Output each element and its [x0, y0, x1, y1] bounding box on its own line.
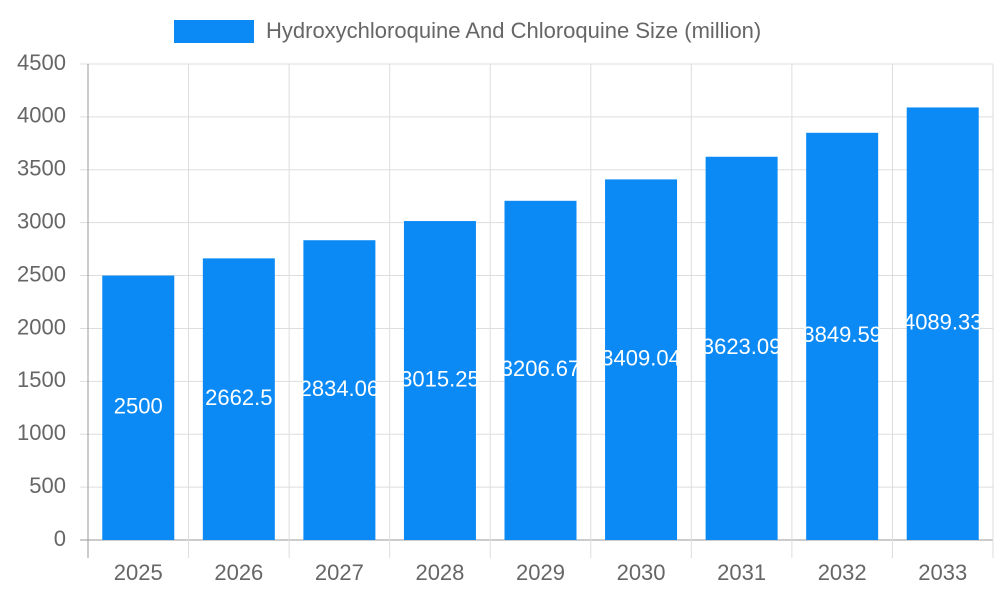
bar	[102, 275, 175, 540]
bar	[605, 179, 678, 540]
x-tick-label: 2033	[918, 560, 967, 585]
value-label: 3849.59	[802, 322, 882, 347]
value-label: 2834.06	[300, 376, 380, 401]
value-label: 2662.5	[205, 385, 272, 410]
y-tick-label: 500	[29, 473, 66, 498]
value-label: 3623.09	[702, 334, 782, 359]
x-tick-label: 2027	[315, 560, 364, 585]
value-label: 3409.04	[601, 346, 681, 371]
x-tick-label: 2029	[516, 560, 565, 585]
y-tick-label: 3000	[17, 208, 66, 233]
y-tick-label: 2500	[17, 261, 66, 286]
bar	[705, 156, 778, 541]
y-tick-label: 0	[54, 526, 66, 551]
y-tick-label: 3500	[17, 156, 66, 181]
y-tick-label: 1500	[17, 367, 66, 392]
bar	[504, 200, 577, 540]
y-tick-label: 4500	[17, 50, 66, 75]
bar	[202, 258, 275, 540]
y-tick-label: 4000	[17, 103, 66, 128]
x-tick-label: 2025	[114, 560, 163, 585]
x-tick-label: 2026	[214, 560, 263, 585]
x-tick-label: 2031	[717, 560, 766, 585]
x-tick-label: 2030	[617, 560, 666, 585]
x-tick-label: 2028	[415, 560, 464, 585]
value-label: 3206.67	[501, 356, 581, 381]
y-tick-label: 2000	[17, 314, 66, 339]
legend-label: Hydroxychloroquine And Chloroquine Size …	[266, 18, 761, 43]
x-tick-label: 2032	[818, 560, 867, 585]
value-label: 2500	[114, 394, 163, 419]
bar	[806, 132, 879, 540]
y-tick-label: 1000	[17, 420, 66, 445]
value-label: 3015.25	[400, 366, 480, 391]
value-label: 4089.33	[903, 310, 983, 335]
bar	[303, 240, 376, 541]
bar	[403, 221, 476, 540]
bar	[906, 107, 979, 540]
legend-swatch	[174, 20, 254, 43]
